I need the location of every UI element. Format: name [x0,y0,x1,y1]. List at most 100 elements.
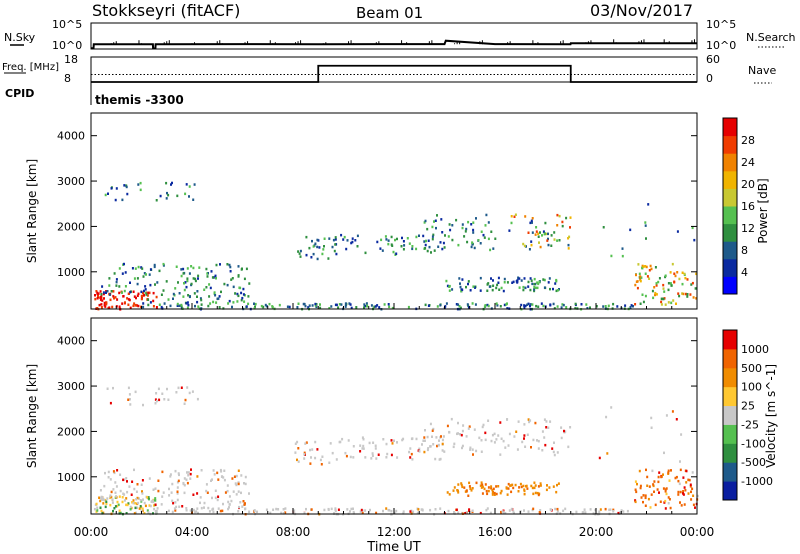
data-cell [424,303,427,307]
data-cell [309,462,312,465]
data-cell [305,441,308,444]
data-cell [461,223,464,226]
data-cell [335,252,338,256]
data-cell [629,306,632,309]
data-cell [468,481,471,485]
data-cell [446,424,449,428]
data-cell [176,492,179,495]
data-cell [330,305,333,308]
data-cell [553,441,555,444]
data-cell [103,484,106,488]
data-cell [178,304,181,307]
nave-label: Nave [748,64,776,77]
data-cell [100,496,103,500]
data-cell [594,508,597,512]
data-cell [486,492,489,496]
nsky-right-tick-top: 10^5 [706,18,736,31]
data-cell [634,488,637,491]
data-cell [163,398,166,401]
data-cell [247,302,250,306]
data-cell [645,265,648,269]
data-cell [527,285,530,288]
data-cell [161,392,164,395]
data-cell [114,296,117,299]
data-cell [109,503,112,507]
data-cell [105,502,108,505]
data-cell [396,441,398,444]
data-cell [664,488,667,491]
data-cell [132,499,135,502]
data-cell [196,295,198,298]
data-cell [692,503,695,507]
data-cell [188,272,191,275]
data-cell [171,499,174,503]
nsky-right-tick-bottom: 10^0 [706,39,736,52]
data-cell [153,263,156,267]
data-cell [558,214,561,218]
data-cell [542,304,545,308]
colorbar-swatch [723,241,737,260]
data-cell [140,483,143,486]
data-cell [364,251,367,255]
data-cell [438,439,440,442]
data-cell [205,286,208,289]
data-cell [383,303,386,306]
data-cell [523,488,526,491]
data-cell [142,275,145,278]
data-cell [526,433,529,436]
data-cell [188,185,191,188]
data-cell [155,509,158,513]
data-cell [537,282,540,286]
data-cell [109,478,112,481]
data-cell [162,491,165,494]
data-cell [515,430,518,433]
data-cell [683,486,686,489]
data-cell [655,282,658,285]
data-cell [508,509,511,512]
data-cell [171,482,174,486]
data-cell [98,303,101,307]
data-cell [472,221,475,224]
data-cell [689,485,692,488]
data-cell [156,507,159,510]
data-cell [662,297,665,301]
data-cell [653,286,656,289]
data-cell [262,305,265,309]
data-cell [382,438,385,441]
data-cell [466,240,469,244]
data-cell [189,477,192,480]
data-cell [523,244,526,248]
data-cell [467,305,470,309]
data-cell [648,277,651,280]
data-cell [109,494,112,497]
data-cell [424,429,426,432]
data-cell [680,504,683,507]
data-cell [350,241,353,245]
data-cell [146,294,149,297]
data-cell [127,292,130,295]
data-cell [649,264,652,268]
data-cell [95,502,98,506]
data-cell [215,277,217,280]
data-cell [228,506,230,509]
data-cell [364,456,367,459]
data-cell [674,476,677,480]
data-cell [604,507,607,511]
data-cell [343,235,346,239]
data-cell [536,281,539,284]
data-cell [386,452,389,456]
data-cell [558,239,561,242]
data-cell [469,448,472,451]
data-cell [457,511,460,514]
data-cell [186,279,189,283]
data-cell [638,469,641,473]
data-cell [101,496,104,499]
data-cell [543,418,546,421]
data-cell [492,487,495,491]
data-cell [504,512,507,515]
data-cell [639,278,642,281]
data-cell [146,509,149,512]
data-cell [346,508,349,511]
data-cell [680,433,683,436]
